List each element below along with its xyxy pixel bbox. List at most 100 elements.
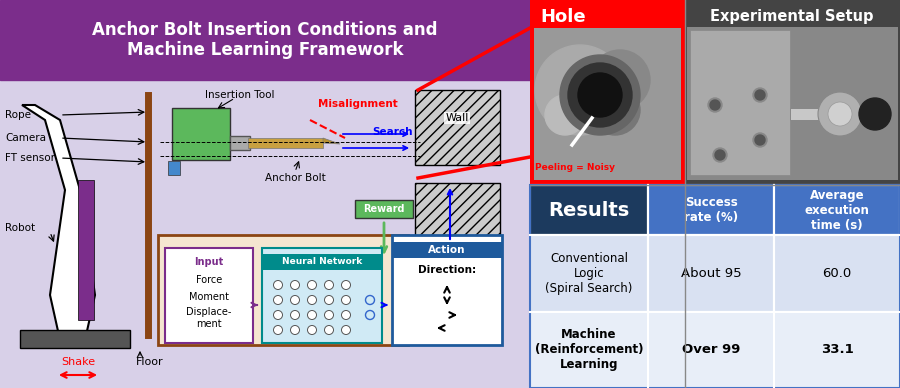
Point: [895, 233, 900, 237]
Circle shape: [308, 296, 317, 305]
Circle shape: [578, 73, 622, 117]
Line: 2 pts: 2 pts: [572, 118, 592, 145]
Text: Action: Action: [428, 245, 466, 255]
FancyArrowPatch shape: [251, 303, 257, 307]
Point: [142, 93, 153, 97]
Bar: [0, 80, 530, 388]
Circle shape: [341, 310, 350, 319]
Circle shape: [590, 50, 650, 110]
Text: Force: Force: [196, 275, 222, 285]
Circle shape: [568, 63, 632, 127]
Text: Experimental Setup: Experimental Setup: [710, 9, 874, 24]
Text: Search: Search: [372, 127, 412, 137]
Circle shape: [291, 326, 300, 334]
Text: Over 99: Over 99: [682, 343, 740, 356]
Bar: [774, 185, 900, 235]
Circle shape: [859, 98, 891, 130]
Circle shape: [274, 281, 283, 289]
Text: Anchor Bolt: Anchor Bolt: [265, 173, 326, 183]
Bar: [165, 248, 253, 343]
Text: Floor: Floor: [136, 357, 164, 367]
Bar: [230, 136, 250, 150]
Text: Displace-
ment: Displace- ment: [186, 307, 231, 329]
Point: [525, 233, 535, 237]
Bar: [248, 138, 323, 148]
Circle shape: [308, 281, 317, 289]
Text: 33.1: 33.1: [821, 343, 853, 356]
Text: Reward: Reward: [364, 204, 405, 214]
Bar: [685, 0, 900, 185]
FancyArrowPatch shape: [382, 223, 387, 252]
Point: [895, 183, 900, 187]
Text: Input: Input: [194, 257, 223, 267]
Bar: [774, 235, 900, 312]
Point: [769, 386, 779, 388]
Text: Neural Network: Neural Network: [282, 258, 362, 267]
Text: Agent: Agent: [266, 253, 301, 263]
Line: 2 pts: 2 pts: [418, 28, 530, 90]
Circle shape: [708, 98, 722, 112]
Point: [525, 26, 535, 30]
Bar: [530, 185, 900, 388]
Circle shape: [545, 95, 585, 135]
FancyArrowPatch shape: [343, 146, 408, 150]
Point: [415, 154, 426, 158]
Circle shape: [325, 326, 334, 334]
Circle shape: [755, 135, 765, 145]
Point: [412, 88, 423, 92]
Text: Direction:: Direction:: [418, 265, 476, 275]
Text: Camera: Camera: [5, 133, 46, 143]
Circle shape: [710, 100, 720, 110]
Text: Hole: Hole: [540, 8, 586, 26]
Text: Average
execution
time (s): Average execution time (s): [805, 189, 869, 232]
Bar: [392, 242, 502, 258]
Circle shape: [590, 85, 640, 135]
Circle shape: [818, 92, 862, 136]
Line: 2 pts: 2 pts: [310, 120, 345, 138]
Circle shape: [341, 326, 350, 334]
Bar: [687, 27, 898, 180]
Circle shape: [341, 296, 350, 305]
Text: Results: Results: [548, 201, 630, 220]
Text: Insertion Tool: Insertion Tool: [205, 90, 274, 100]
Circle shape: [560, 55, 640, 135]
Circle shape: [753, 88, 767, 102]
Text: FT sensor: FT sensor: [5, 153, 55, 163]
Circle shape: [291, 310, 300, 319]
Circle shape: [274, 296, 283, 305]
Circle shape: [753, 133, 767, 147]
Circle shape: [341, 281, 350, 289]
Bar: [774, 312, 900, 388]
Bar: [530, 0, 685, 185]
Polygon shape: [323, 138, 340, 144]
Bar: [648, 312, 774, 388]
Bar: [0, 0, 530, 80]
Bar: [790, 108, 860, 120]
Point: [895, 309, 900, 314]
Bar: [530, 185, 648, 235]
Circle shape: [308, 326, 317, 334]
Point: [415, 140, 426, 144]
Circle shape: [325, 281, 334, 289]
Point: [525, 183, 535, 187]
Point: [304, 118, 315, 122]
Text: Misalignment: Misalignment: [318, 99, 398, 109]
Circle shape: [274, 326, 283, 334]
Text: Machine
(Reinforcement)
Learning: Machine (Reinforcement) Learning: [535, 328, 644, 371]
Point: [339, 136, 350, 140]
Circle shape: [308, 310, 317, 319]
Line: 2 pts: 2 pts: [418, 157, 530, 178]
FancyArrowPatch shape: [343, 132, 408, 136]
Text: Shake: Shake: [61, 357, 95, 367]
Circle shape: [274, 310, 283, 319]
Text: Moment: Moment: [189, 292, 229, 302]
Text: Wall: Wall: [446, 113, 469, 123]
Bar: [262, 254, 382, 270]
Text: Success
rate (%): Success rate (%): [684, 196, 738, 224]
Bar: [690, 30, 790, 175]
Bar: [168, 161, 180, 175]
Bar: [648, 235, 774, 312]
Bar: [172, 108, 230, 160]
Circle shape: [828, 102, 852, 126]
Circle shape: [755, 90, 765, 100]
